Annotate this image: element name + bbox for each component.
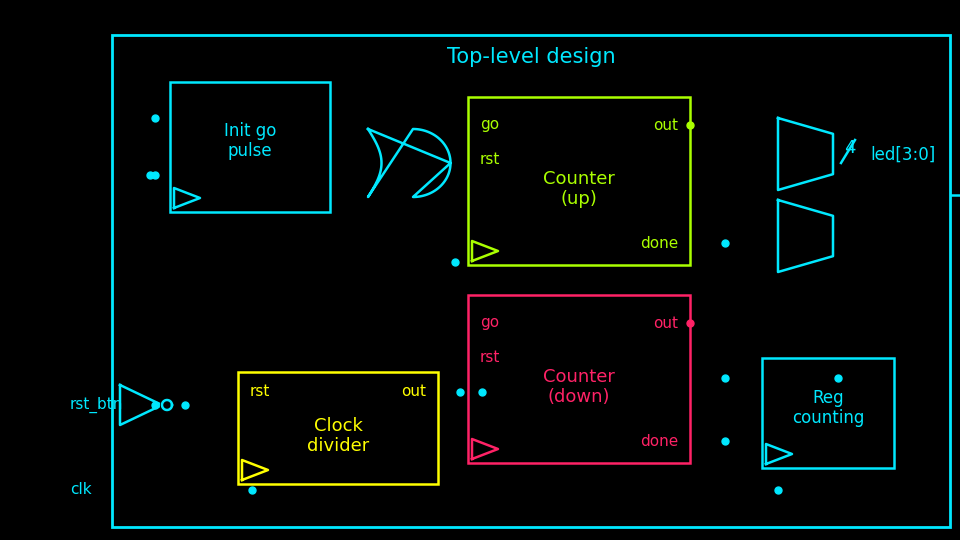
Text: done: done xyxy=(639,235,678,251)
Bar xyxy=(112,35,950,527)
Text: done: done xyxy=(639,434,678,449)
Bar xyxy=(468,97,690,265)
Polygon shape xyxy=(766,444,792,464)
Bar xyxy=(468,295,690,463)
Polygon shape xyxy=(368,129,450,197)
Polygon shape xyxy=(242,460,268,480)
Text: Counter
(up): Counter (up) xyxy=(543,170,615,208)
Text: Top-level design: Top-level design xyxy=(446,47,615,67)
Polygon shape xyxy=(472,439,498,459)
Text: out: out xyxy=(653,118,678,132)
Text: go: go xyxy=(480,315,499,330)
Text: clk: clk xyxy=(70,483,91,497)
Text: led[3:0]: led[3:0] xyxy=(870,146,935,164)
Text: Counter
(down): Counter (down) xyxy=(543,368,615,407)
Text: rst_btn: rst_btn xyxy=(70,397,124,413)
Text: 4: 4 xyxy=(844,139,855,157)
Bar xyxy=(238,372,438,484)
Text: go: go xyxy=(480,118,499,132)
Text: Reg
counting: Reg counting xyxy=(792,389,864,427)
Bar xyxy=(762,358,894,468)
Polygon shape xyxy=(778,118,833,190)
Text: rst: rst xyxy=(250,384,271,400)
Text: Clock
divider: Clock divider xyxy=(307,416,370,455)
Polygon shape xyxy=(174,188,200,208)
Polygon shape xyxy=(778,200,833,272)
Text: Init go
pulse: Init go pulse xyxy=(224,122,276,160)
Text: rst: rst xyxy=(480,152,500,166)
Text: rst: rst xyxy=(480,349,500,364)
Polygon shape xyxy=(120,385,162,425)
Text: out: out xyxy=(401,384,426,400)
Polygon shape xyxy=(472,241,498,261)
Text: out: out xyxy=(653,315,678,330)
Bar xyxy=(170,82,330,212)
